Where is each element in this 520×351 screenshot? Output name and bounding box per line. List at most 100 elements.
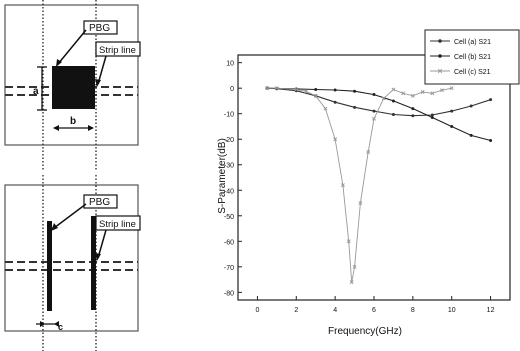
bottom-pbg-pointer [53, 203, 87, 229]
data-point-marker [410, 93, 415, 98]
top-cell-diagram: a b PBG Strip line [4, 0, 141, 170]
s-parameter-chart: 10 0 -10 -20 -30 -40 -50 -60 -70 -80 0 2 4 6 8 10 12 S-… [217, 29, 520, 337]
data-point-marker [411, 107, 415, 111]
data-point-marker [430, 91, 435, 96]
data-point-marker [391, 87, 396, 92]
data-point-marker [333, 137, 338, 142]
plot-frame [237, 54, 511, 301]
y-tick-label: -40 [224, 188, 234, 195]
top-pbg-callout-box [83, 20, 118, 35]
data-point-marker [391, 112, 395, 116]
dim-b-label: b [70, 116, 76, 127]
plot-area [265, 86, 493, 285]
x-axis-label: Frequency(GHz) [328, 326, 402, 337]
y-axis-label: S-Parameter(dB) [217, 138, 228, 214]
data-point-marker [450, 124, 454, 128]
data-point-marker [489, 98, 493, 102]
dim-c-label: c [58, 322, 63, 332]
data-point-marker [353, 89, 357, 93]
y-tick-label: -20 [224, 137, 234, 144]
bottom-pbg-pointer-head [51, 223, 58, 231]
legend-label: Cell (c) S21 [454, 69, 491, 76]
data-point-marker [430, 113, 434, 117]
data-point-marker [437, 68, 443, 74]
data-point-marker [333, 88, 337, 92]
data-point-marker [469, 133, 473, 137]
top-pbg-pointer [57, 29, 87, 65]
bottom-cell-diagram: PBG Strip line c [4, 175, 141, 351]
data-point-marker [420, 90, 425, 94]
bottom-stripline-pointer-head [95, 253, 101, 261]
top-pbg-pointer-head [56, 59, 62, 67]
data-point-marker [366, 150, 371, 154]
bottom-stripline-pointer [97, 229, 107, 259]
x-tick-label: 10 [448, 307, 456, 314]
data-point-marker [353, 105, 357, 109]
legend-items: Cell (a) S21 Cell (b) S21 Cell (c) S21 [430, 39, 491, 76]
y-axis: 10 0 -10 -20 -30 -40 -50 -60 -70 -80 [224, 61, 242, 297]
data-point-marker [304, 89, 308, 94]
data-point-marker [346, 239, 351, 244]
data-point-marker [372, 109, 376, 113]
data-point-marker [469, 104, 473, 108]
data-point-marker [438, 39, 442, 43]
legend-label: Cell (a) S21 [454, 39, 491, 46]
dim-a-label: a [33, 86, 39, 97]
series-1 [265, 86, 493, 118]
data-point-marker [438, 54, 442, 58]
pbg-slot-right [91, 216, 96, 310]
data-point-marker [440, 88, 444, 93]
series-3 [265, 86, 454, 285]
y-tick-label: -60 [224, 239, 234, 246]
bottom-stripline-callout-label: Strip line [99, 219, 136, 230]
dim-c-arrow-left [40, 321, 45, 327]
data-point-marker [323, 106, 328, 111]
legend-label: Cell (b) S21 [454, 54, 491, 61]
bottom-pbg-callout-box [83, 194, 118, 209]
data-point-marker [314, 87, 318, 91]
y-tick-label: -80 [224, 290, 234, 297]
dim-c-arrow-right [54, 321, 59, 327]
top-stripline-pointer [97, 55, 107, 85]
data-point-marker [358, 201, 363, 205]
data-point-marker [294, 87, 299, 92]
pbg-square-patch [52, 66, 95, 109]
series-2 [265, 86, 493, 142]
x-tick-label: 8 [411, 307, 415, 314]
top-stripline-callout-label: Strip line [99, 45, 136, 56]
y-tick-label: -10 [224, 112, 234, 119]
series-line [267, 87, 491, 142]
data-point-marker [372, 116, 376, 121]
x-tick-label: 0 [255, 307, 259, 314]
top-pbg-callout-label: PBG [89, 23, 110, 34]
x-tick-label: 2 [294, 307, 298, 314]
data-point-marker [372, 93, 376, 97]
y-tick-label: 10 [226, 61, 234, 68]
data-point-marker [401, 91, 406, 96]
data-point-marker [274, 86, 279, 91]
bottom-stripline-callout-box [95, 215, 141, 231]
x-tick-label: 6 [372, 307, 376, 314]
data-point-marker [489, 138, 493, 142]
data-point-marker [340, 183, 345, 188]
x-axis: 0 2 4 6 8 10 12 [255, 296, 495, 314]
legend: Cell (a) S21 Cell (b) S21 Cell (c) S21 [424, 29, 520, 85]
data-point-marker [450, 109, 454, 113]
top-cell-frame [4, 4, 139, 146]
dim-b-arrow-left [53, 125, 59, 131]
y-tick-label: -30 [224, 163, 234, 170]
data-point-marker [381, 96, 386, 101]
bottom-cell-frame [4, 184, 139, 332]
pbg-slot-left [47, 221, 52, 311]
y-tick-label: -50 [224, 214, 234, 221]
bottom-pbg-callout-label: PBG [89, 197, 110, 208]
data-point-marker [352, 264, 357, 269]
series-line [267, 87, 452, 283]
y-tick-label: 0 [230, 86, 234, 93]
y-tick-label: -70 [224, 265, 234, 272]
x-tick-label: 4 [333, 307, 337, 314]
dim-b-arrow-right [88, 125, 94, 131]
data-point-marker [333, 100, 337, 104]
data-point-marker [411, 114, 415, 118]
